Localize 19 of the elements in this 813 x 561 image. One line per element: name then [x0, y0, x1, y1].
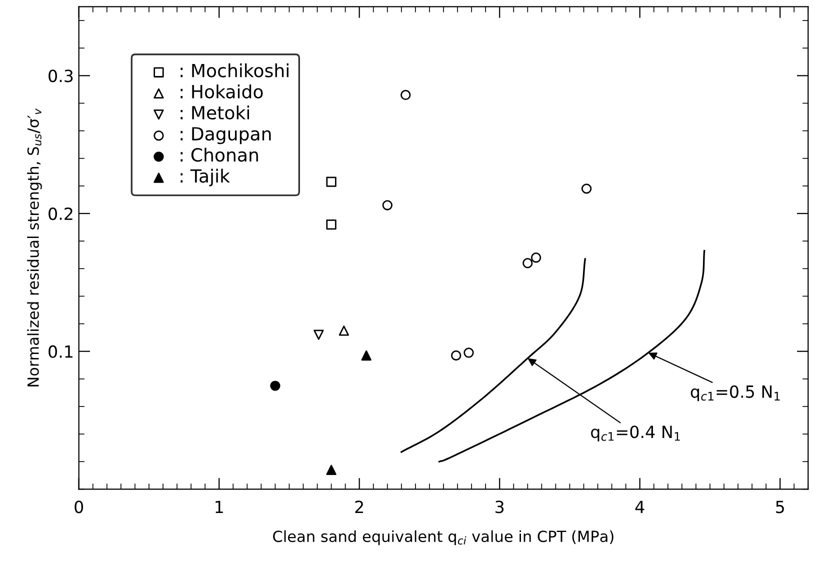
x-tick-label: 5 [776, 500, 784, 514]
x-tick-label: 1 [216, 500, 223, 513]
legend-label: : Dagupan [180, 127, 271, 144]
annotation: q$_{c1}$=0.5 N$_{1}$ [690, 385, 780, 402]
x-tick-label: 2 [355, 500, 363, 513]
legend-label: : Mochikoshi [180, 63, 288, 78]
x-axis-title: Clean sand equivalent q$_{ci}$ value in CPT (MPa) [273, 530, 614, 546]
x-tick-label: 3 [496, 500, 504, 514]
x-tick-label: 4 [635, 500, 644, 513]
x-tick-label: 0 [74, 500, 84, 514]
legend-label: : Hokaido [180, 84, 263, 98]
y-tick-label: 0.1 [48, 345, 72, 358]
legend-label: : Metoki [180, 106, 250, 120]
legend-label: : Chonan [180, 148, 258, 162]
annotation: q$_{c1}$=0.4 N$_{1}$ [591, 426, 680, 442]
legend-label: : Tajik [180, 168, 230, 186]
y-tick-label: 0.2 [48, 207, 72, 220]
y-axis-title: Normalized residual strength, S$_{us}$/σ′$_{v}$ [27, 108, 42, 386]
y-tick-label: 0.3 [48, 70, 73, 82]
